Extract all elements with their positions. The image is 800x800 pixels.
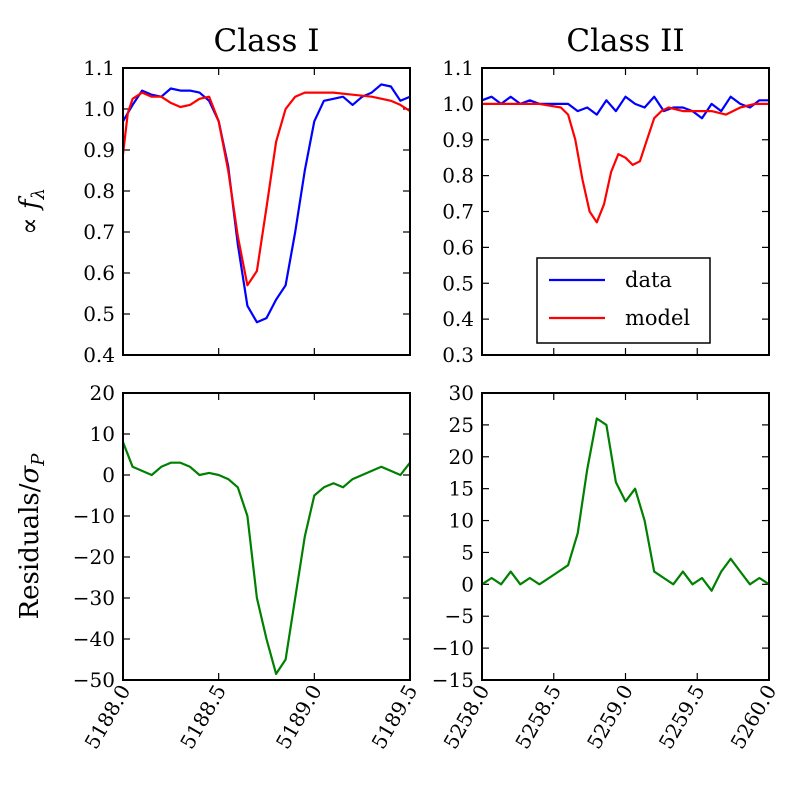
y-tick-label: 0.5 bbox=[442, 271, 474, 295]
panel-title: Class II bbox=[566, 23, 684, 59]
y-axis-label: ∝ fλ bbox=[15, 188, 49, 235]
class1-flux-series-model-line bbox=[121, 91, 411, 287]
x-tick-label: 5258.5 bbox=[510, 681, 566, 754]
y-axis-label: Residuals/σP bbox=[15, 453, 49, 620]
y-tick-label: 10 bbox=[449, 509, 474, 533]
y-tick-label: 0.9 bbox=[83, 138, 115, 162]
y-tick-label: 0.8 bbox=[442, 164, 474, 188]
plot-frame bbox=[481, 392, 770, 681]
y-tick-label: 0.5 bbox=[83, 302, 115, 326]
y-tick-label: 0.7 bbox=[442, 200, 474, 224]
y-tick-label: 0.3 bbox=[442, 343, 474, 367]
y-tick-label: 0.4 bbox=[83, 343, 115, 367]
class2-residuals-series-residuals-line bbox=[481, 417, 770, 592]
y-tick-label: 0 bbox=[102, 463, 115, 487]
y-tick-label: −20 bbox=[73, 545, 115, 569]
legend: data model bbox=[536, 257, 711, 344]
y-tick-label: 10 bbox=[90, 422, 115, 446]
y-tick-label: −50 bbox=[73, 668, 115, 692]
y-tick-label: 1.1 bbox=[83, 56, 115, 80]
y-tick-label: −30 bbox=[73, 586, 115, 610]
legend-label-model: model bbox=[625, 306, 690, 330]
y-tick-label: −40 bbox=[73, 627, 115, 651]
plot-frame bbox=[122, 392, 411, 681]
x-tick-label: 5260.0 bbox=[726, 681, 782, 754]
x-tick-label: 5188.5 bbox=[175, 681, 231, 754]
class2-flux-series-model-line bbox=[482, 102, 769, 224]
y-tick-label: 0 bbox=[461, 572, 474, 596]
y-tick-label: 0.4 bbox=[442, 307, 474, 331]
y-tick-label: 25 bbox=[449, 413, 474, 437]
y-tick-label: 20 bbox=[449, 445, 474, 469]
y-tick-label: −15 bbox=[432, 668, 474, 692]
y-tick-label: −10 bbox=[73, 504, 115, 528]
y-tick-label: 0.9 bbox=[442, 128, 474, 152]
panel-title: Class I bbox=[213, 23, 319, 59]
y-tick-label: 1.1 bbox=[442, 56, 474, 80]
class2-flux-panel: 0.3 0.4 0.5 0.6 0.7 0.8 0.9 1.0 1.1 Class II data m… bbox=[442, 23, 770, 367]
y-tick-label: 20 bbox=[90, 381, 115, 405]
x-tick-label: 5189.5 bbox=[367, 681, 423, 754]
plot-frame bbox=[481, 67, 770, 356]
x-tick-label: 5189.0 bbox=[271, 681, 327, 754]
y-tick-label: 1.0 bbox=[83, 97, 115, 121]
plot-frame bbox=[122, 67, 411, 356]
legend-label-data: data bbox=[625, 268, 672, 292]
y-tick-label: 0.6 bbox=[442, 235, 474, 259]
x-tick-label: 5259.5 bbox=[654, 681, 710, 754]
class1-flux-panel: 0.4 0.5 0.6 0.7 0.8 0.9 1.0 1.1 Class I ∝ fλ bbox=[15, 23, 411, 367]
y-tick-label: 0.8 bbox=[83, 179, 115, 203]
y-tick-label: 0.6 bbox=[83, 261, 115, 285]
y-tick-label: 30 bbox=[449, 381, 474, 405]
y-tick-label: −5 bbox=[445, 604, 474, 628]
y-tick-label: 5 bbox=[461, 540, 474, 564]
legend-box bbox=[536, 257, 711, 344]
y-tick-label: 0.7 bbox=[83, 220, 115, 244]
y-tick-label: 15 bbox=[449, 477, 474, 501]
class2-flux-series-data-line bbox=[481, 95, 769, 120]
x-tick-label: 5259.0 bbox=[582, 681, 638, 754]
y-tick-label: 1.0 bbox=[442, 92, 474, 116]
y-tick-label: −10 bbox=[432, 636, 474, 660]
class1-residuals-series-residuals-line bbox=[121, 441, 411, 676]
